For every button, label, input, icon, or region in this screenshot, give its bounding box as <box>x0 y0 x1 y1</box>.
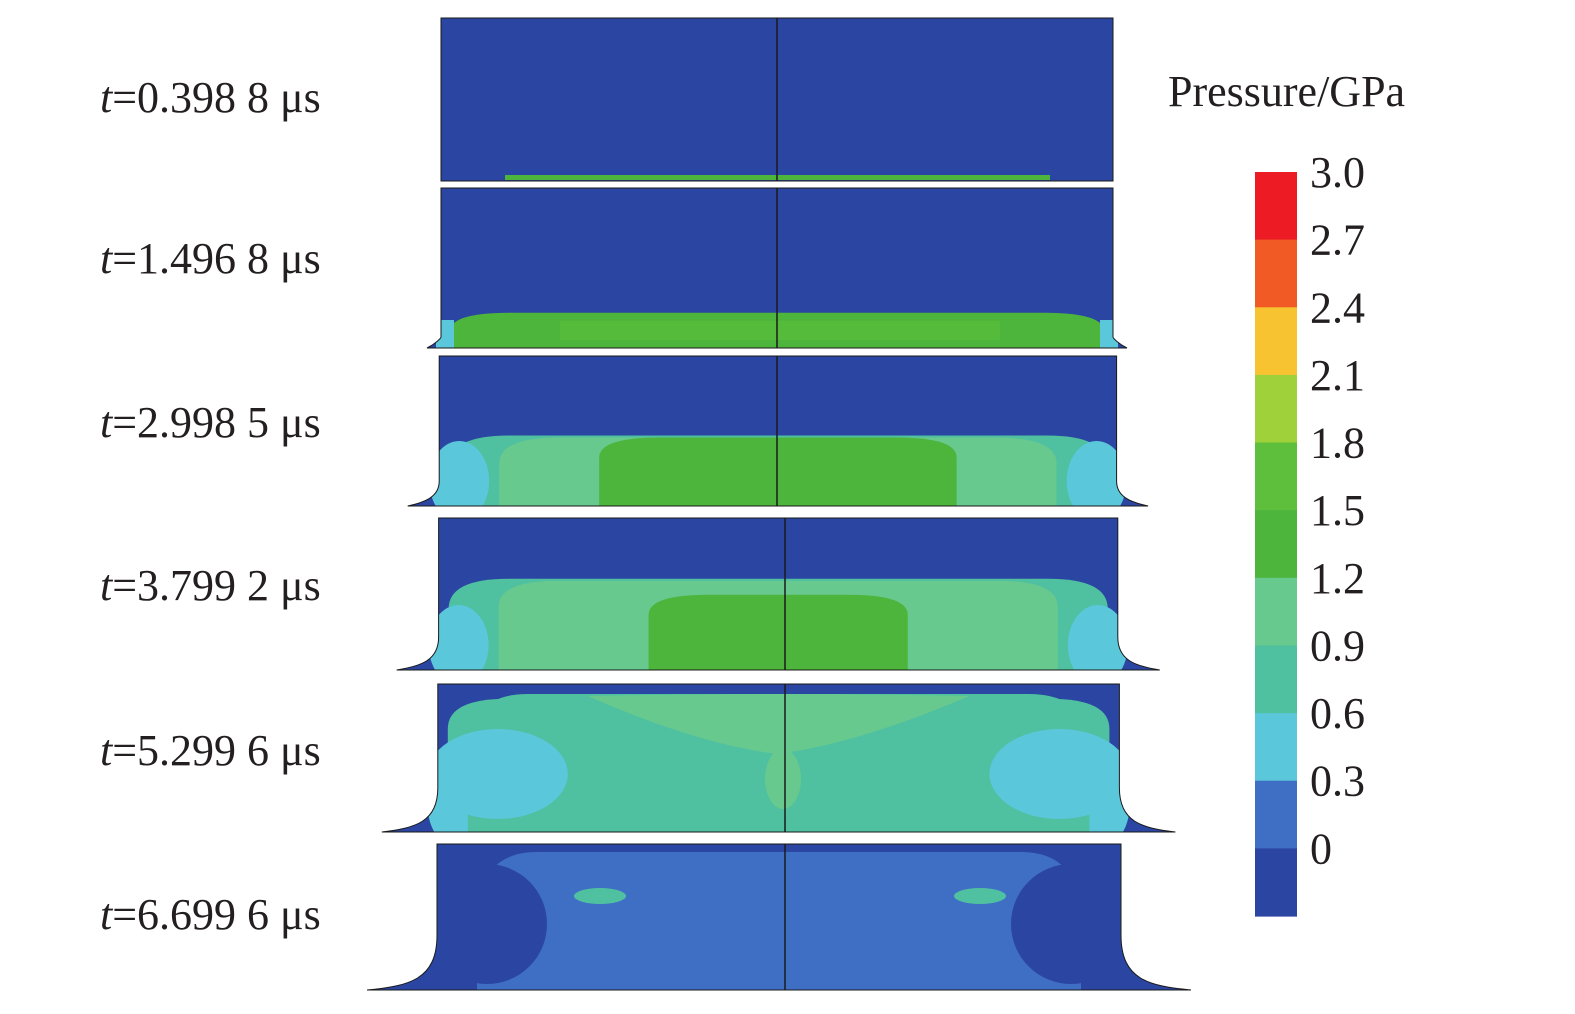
edge-low-zone <box>1100 320 1118 348</box>
time-label: t=0.398 8 μs <box>100 73 321 122</box>
pressure-core <box>765 749 801 809</box>
edge-low-zone <box>428 605 489 670</box>
pressure-legend: Pressure/GPa 3.0 2.7 2.4 2.1 1.8 1.5 1.2 0.9 0.6… <box>1168 67 1405 917</box>
time-value: =0.398 8 μs <box>112 73 321 122</box>
frames-layer: t=0.398 8 μst=1.496 8 μst=2.998 5 μst=3.… <box>100 17 1192 991</box>
time-value: =6.699 6 μs <box>112 890 321 939</box>
legend-color-band <box>1255 645 1297 714</box>
pressure-core <box>560 320 1000 340</box>
legend-tick-label: 2.1 <box>1310 351 1365 400</box>
edge-low-zone <box>1067 605 1128 670</box>
frame-3 <box>407 355 1149 507</box>
legend-tick-label: 0.6 <box>1310 689 1365 738</box>
frame-2 <box>426 187 1128 349</box>
time-label: t=1.496 8 μs <box>100 234 321 283</box>
time-variable: t <box>100 890 114 939</box>
legend-color-band <box>1255 713 1297 782</box>
edge-low-zone <box>436 320 454 348</box>
frame-outline <box>407 355 1149 507</box>
edge-low-zone <box>429 441 490 506</box>
legend-tick-label: 3.0 <box>1310 148 1365 197</box>
legend-tick-label: 2.7 <box>1310 216 1365 265</box>
pressure-spot <box>574 888 626 904</box>
pressure-core <box>599 437 957 506</box>
legend-color-band <box>1255 577 1297 646</box>
time-variable: t <box>100 726 114 775</box>
time-value: =5.299 6 μs <box>112 726 321 775</box>
time-label: t=5.299 6 μs <box>100 726 321 775</box>
edge-low-zone <box>989 729 1130 819</box>
frame-outline <box>396 517 1160 671</box>
legend-tick-label: 0.9 <box>1310 622 1365 671</box>
time-value: =2.998 5 μs <box>112 398 321 447</box>
legend-tick-label: 1.5 <box>1310 486 1365 535</box>
time-label: t=2.998 5 μs <box>100 398 321 447</box>
legend-color-band <box>1255 374 1297 444</box>
time-variable: t <box>100 561 114 610</box>
edge-low-zone <box>1011 864 1131 984</box>
frame-outline <box>440 17 1114 182</box>
frame-4 <box>396 517 1160 671</box>
frame-6 <box>366 843 1192 991</box>
legend-color-band <box>1255 848 1297 917</box>
edge-low-zone <box>427 864 547 984</box>
legend-color-band <box>1255 172 1297 241</box>
legend-ticks: 3.0 2.7 2.4 2.1 1.8 1.5 1.2 0.9 0.6 0.3 0 <box>1310 148 1365 873</box>
frame-1 <box>440 17 1114 182</box>
edge-low-zone <box>427 729 568 819</box>
legend-color-band <box>1255 780 1297 849</box>
pressure-core <box>587 694 970 754</box>
legend-tick-label: 0.3 <box>1310 757 1365 806</box>
legend-title: Pressure/GPa <box>1168 67 1405 116</box>
frame-outline <box>381 683 1176 833</box>
frame-outline <box>366 843 1192 991</box>
pressure-band-outer <box>477 852 1081 990</box>
time-label: t=3.799 2 μs <box>100 561 321 610</box>
frame-outline <box>426 187 1128 349</box>
time-variable: t <box>100 398 114 447</box>
time-variable: t <box>100 73 114 122</box>
time-label: t=6.699 6 μs <box>100 890 321 939</box>
legend-color-band <box>1255 442 1297 511</box>
legend-tick-label: 2.4 <box>1310 283 1365 332</box>
time-value: =1.496 8 μs <box>112 234 321 283</box>
legend-tick-label: 1.2 <box>1310 554 1365 603</box>
pressure-core <box>648 594 908 670</box>
frame-5 <box>381 683 1176 833</box>
time-value: =3.799 2 μs <box>112 561 321 610</box>
time-variable: t <box>100 234 114 283</box>
legend-color-band <box>1255 510 1297 579</box>
legend-color-band <box>1255 239 1297 308</box>
pressure-spot <box>954 888 1006 904</box>
edge-low-zone <box>1066 441 1127 506</box>
legend-tick-label: 1.8 <box>1310 419 1365 468</box>
legend-tick-label: 0 <box>1310 824 1332 873</box>
legend-color-band <box>1255 307 1297 376</box>
legend-colorbar <box>1255 172 1297 917</box>
